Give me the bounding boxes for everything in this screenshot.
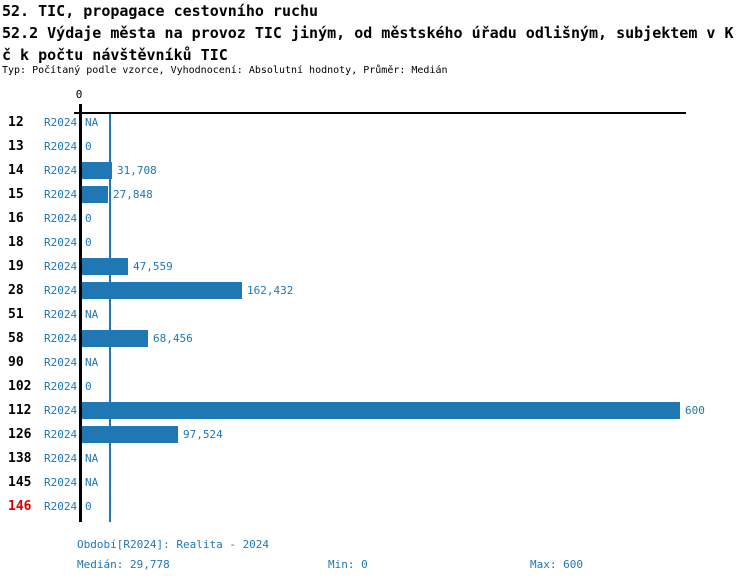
chart-title-line-3: č k počtu návštěvníků TIC xyxy=(2,46,228,64)
value-label: NA xyxy=(85,116,99,129)
chart-row: 126 R2024 97,524 xyxy=(0,423,750,447)
row-period-label: R2024 xyxy=(44,356,78,369)
row-id-label: 12 xyxy=(8,115,24,130)
row-id-label: 18 xyxy=(8,235,24,250)
chart-title-line-2: 52.2 Výdaje města na provoz TIC jiným, o… xyxy=(2,24,734,42)
value-bar xyxy=(80,426,178,443)
row-period-label: R2024 xyxy=(44,188,78,201)
row-period-label: R2024 xyxy=(44,428,78,441)
row-id-label: 102 xyxy=(8,379,32,394)
chart-row: 19 R2024 47,559 xyxy=(0,255,750,279)
chart-title-line-1: 52. TIC, propagace cestovního ruchu xyxy=(2,2,319,20)
chart-row: 51 R2024 NA xyxy=(0,303,750,327)
row-id-label: 90 xyxy=(8,355,24,370)
value-bar xyxy=(80,402,680,419)
row-id-label: 146 xyxy=(8,499,32,514)
value-label: 600 xyxy=(685,404,705,417)
chart-row: 18 R2024 0 xyxy=(0,231,750,255)
value-bar xyxy=(80,258,128,275)
value-bar xyxy=(80,186,108,203)
row-period-label: R2024 xyxy=(44,308,78,321)
chart-row: 16 R2024 0 xyxy=(0,207,750,231)
value-bar xyxy=(80,282,242,299)
chart-row: 28 R2024 162,432 xyxy=(0,279,750,303)
value-label: NA xyxy=(85,476,99,489)
value-label: NA xyxy=(85,356,99,369)
row-period-label: R2024 xyxy=(44,212,78,225)
row-period-label: R2024 xyxy=(44,500,78,513)
chart-row: 145 R2024 NA xyxy=(0,471,750,495)
row-period-label: R2024 xyxy=(44,140,78,153)
chart-row: 14 R2024 31,708 xyxy=(0,159,750,183)
max-stat-label: Max: 600 xyxy=(530,558,583,571)
row-period-label: R2024 xyxy=(44,332,78,345)
row-period-label: R2024 xyxy=(44,260,78,273)
y-axis-line xyxy=(79,104,82,522)
row-id-label: 51 xyxy=(8,307,24,322)
row-period-label: R2024 xyxy=(44,164,78,177)
chart-row: 13 R2024 0 xyxy=(0,135,750,159)
value-label: 47,559 xyxy=(133,260,173,273)
value-bar xyxy=(80,330,148,347)
chart-row: 112 R2024 600 xyxy=(0,399,750,423)
row-period-label: R2024 xyxy=(44,452,78,465)
row-id-label: 28 xyxy=(8,283,24,298)
row-id-label: 58 xyxy=(8,331,24,346)
value-label: 27,848 xyxy=(113,188,153,201)
row-id-label: 14 xyxy=(8,163,24,178)
value-label: 0 xyxy=(85,212,92,225)
chart-row: 90 R2024 NA xyxy=(0,351,750,375)
chart-row: 15 R2024 27,848 xyxy=(0,183,750,207)
value-label: 31,708 xyxy=(117,164,157,177)
chart-meta-line: Typ: Počítaný podle vzorce, Vyhodnocení:… xyxy=(2,65,448,76)
row-period-label: R2024 xyxy=(44,476,78,489)
row-period-label: R2024 xyxy=(44,116,78,129)
value-label: 0 xyxy=(85,236,92,249)
chart-row: 146 R2024 0 xyxy=(0,495,750,519)
chart-row: 102 R2024 0 xyxy=(0,375,750,399)
row-period-label: R2024 xyxy=(44,380,78,393)
period-info-label: Období[R2024]: Realita - 2024 xyxy=(77,538,270,551)
row-id-label: 13 xyxy=(8,139,24,154)
value-label: 97,524 xyxy=(183,428,223,441)
x-axis-zero-tick-label: 0 xyxy=(75,88,83,101)
median-stat-label: Medián: 29,778 xyxy=(77,558,170,571)
row-period-label: R2024 xyxy=(44,284,78,297)
chart-row: 58 R2024 68,456 xyxy=(0,327,750,351)
chart-row: 138 R2024 NA xyxy=(0,447,750,471)
row-id-label: 16 xyxy=(8,211,24,226)
row-id-label: 145 xyxy=(8,475,32,490)
value-label: 0 xyxy=(85,380,92,393)
min-stat-label: Min: 0 xyxy=(328,558,368,571)
row-period-label: R2024 xyxy=(44,404,78,417)
x-axis-line xyxy=(74,112,686,114)
value-label: NA xyxy=(85,452,99,465)
row-period-label: R2024 xyxy=(44,236,78,249)
value-label: 68,456 xyxy=(153,332,193,345)
value-label: NA xyxy=(85,308,99,321)
row-id-label: 138 xyxy=(8,451,32,466)
value-label: 0 xyxy=(85,500,92,513)
row-id-label: 112 xyxy=(8,403,32,418)
row-id-label: 126 xyxy=(8,427,32,442)
median-reference-line xyxy=(109,113,111,522)
value-label: 0 xyxy=(85,140,92,153)
value-bar xyxy=(80,162,112,179)
row-id-label: 19 xyxy=(8,259,24,274)
chart-row: 12 R2024 NA xyxy=(0,111,750,135)
bar-chart-rows: 12 R2024 NA 13 R2024 0 14 R2024 31,708 15 R2024 27,… xyxy=(0,111,750,519)
value-label: 162,432 xyxy=(247,284,294,297)
row-id-label: 15 xyxy=(8,187,24,202)
